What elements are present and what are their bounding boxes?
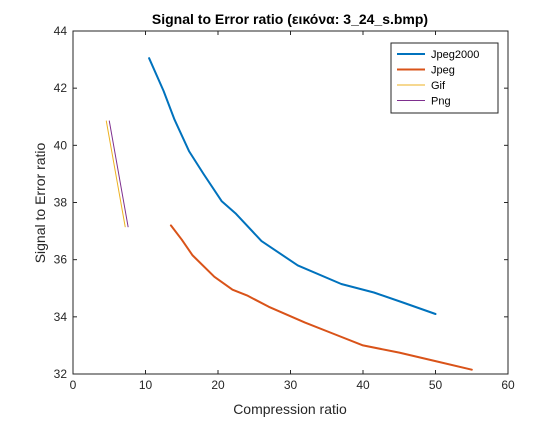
x-tick-label: 60 [501, 378, 515, 392]
legend: Jpeg2000 Jpeg Gif Png [390, 42, 499, 114]
legend-label-jpeg2000: Jpeg2000 [431, 49, 479, 61]
x-tick-label: 50 [429, 378, 443, 392]
y-axis-label: Signal to Error ratio [32, 142, 48, 263]
x-tick-label: 20 [211, 378, 225, 392]
x-tick-label: 40 [356, 378, 370, 392]
x-tick-label: 10 [139, 378, 153, 392]
y-tick-label: 32 [54, 367, 68, 381]
y-tick-label: 36 [54, 253, 68, 267]
series-line-jpeg2000 [148, 57, 437, 315]
y-tick-label: 44 [54, 24, 68, 38]
y-tick-label: 42 [54, 81, 68, 95]
series-line-jpeg [169, 224, 473, 371]
x-tick-label: 0 [70, 378, 77, 392]
series-line-gif [105, 120, 126, 228]
x-tick-label: 30 [284, 378, 298, 392]
axes-group: 0 10 20 30 40 50 60 32 34 36 38 40 42 44 [54, 24, 515, 392]
legend-label-jpeg: Jpeg [431, 65, 455, 77]
y-tick-label: 38 [54, 196, 68, 210]
legend-label-gif: Gif [431, 80, 446, 92]
y-tick-label: 34 [54, 310, 68, 324]
x-axis-label: Compression ratio [233, 401, 347, 417]
legend-label-png: Png [431, 96, 451, 108]
series-group [105, 57, 473, 371]
y-tick-label: 40 [54, 138, 68, 152]
series-line-png [108, 120, 129, 228]
chart-title: Signal to Error ratio (εικόνα: 3_24_s.bm… [152, 11, 428, 27]
